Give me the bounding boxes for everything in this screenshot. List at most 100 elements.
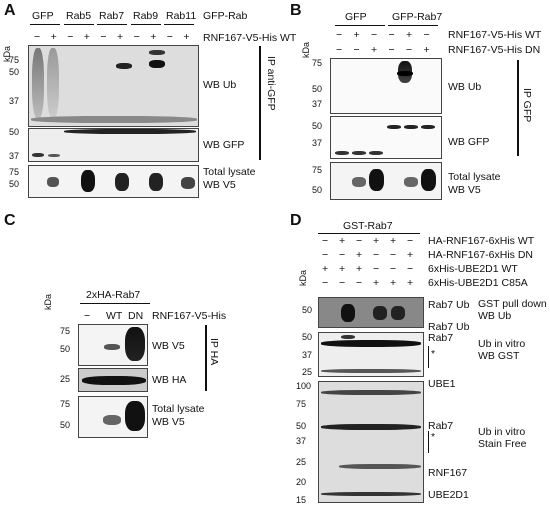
panel-c-total-lysate: Total lysate xyxy=(152,403,205,415)
panel-a-group-rab5: Rab5 xyxy=(66,10,92,22)
panel-b-row0-sign-3: − xyxy=(388,29,395,41)
panel-d-band-label-4: UBE1 xyxy=(428,378,456,390)
panel-a-total-lysate: Total lysate xyxy=(203,166,256,178)
panel-a-sign-7: + xyxy=(150,31,157,43)
panel-d-row1-sign-4: − xyxy=(390,249,397,261)
d-bot-mw-5: 20 xyxy=(296,477,307,487)
panel-d-row1-sign-0: − xyxy=(322,249,329,261)
panel-c-letter: C xyxy=(4,212,16,229)
panel-a-sign-5: + xyxy=(117,31,124,43)
panel-d-blot-gst xyxy=(318,332,424,377)
panel-c-lane-0: − xyxy=(84,310,91,322)
a-v5-3 xyxy=(115,173,129,191)
panel-b-row1-sign-1: − xyxy=(353,44,360,56)
panel-a-group-line-4 xyxy=(164,24,194,25)
panel-d-row0-sign-2: − xyxy=(356,235,363,247)
d-gst-rab7ub xyxy=(341,335,355,339)
panel-b-letter: B xyxy=(290,2,302,19)
b-gfp-2 xyxy=(352,151,366,155)
panel-d-row3-sign-5: + xyxy=(407,277,414,289)
panel-d-blot-stain xyxy=(318,381,424,503)
panel-c-treat-label: RNF167-V5-His xyxy=(152,310,227,322)
d-stain-ube2d1 xyxy=(321,492,421,496)
panel-b-kda: kDa xyxy=(301,41,311,58)
panel-d-row-label-1: HA-RNF167-6xHis DN xyxy=(428,249,534,261)
d-bot-mw-4: 25 xyxy=(296,457,307,467)
panel-a-group-line-3 xyxy=(131,24,161,25)
panel-b-row0-sign-4: + xyxy=(406,29,413,41)
panel-d-band-label-5: Rab7 xyxy=(428,420,454,432)
b-v5-2 xyxy=(369,169,384,191)
panel-d-wb-gst: WB GST xyxy=(478,350,520,362)
b-gfp-5 xyxy=(404,125,418,129)
panel-d-blot-ub xyxy=(318,297,424,328)
panel-d-row3-sign-0: − xyxy=(322,277,329,289)
panel-a-treat-label: RNF167-V5-His WT xyxy=(203,32,297,44)
b-top-mw-1: 50 xyxy=(312,84,323,94)
panel-c-blot-lysate xyxy=(78,396,148,438)
panel-d-row2-sign-4: − xyxy=(390,263,397,275)
panel-b-blot-v5 xyxy=(330,162,442,200)
panel-d-wb-ub: WB Ub xyxy=(478,310,512,322)
panel-d-band-label-3: * xyxy=(431,348,436,360)
b-mid-mw-0: 50 xyxy=(312,121,323,131)
b-gfp-6 xyxy=(421,125,435,129)
d-gst-rab7 xyxy=(321,340,421,347)
panel-d-row0-sign-3: + xyxy=(373,235,380,247)
panel-c-wb-v5: WB V5 xyxy=(152,340,185,352)
a-bot-mw-1: 50 xyxy=(9,179,20,189)
a-ub-smear-2 xyxy=(47,48,59,118)
d-ub-lane4 xyxy=(373,306,387,320)
panel-d-row1-sign-3: − xyxy=(373,249,380,261)
a-mid-mw-1: 37 xyxy=(9,151,20,161)
panel-a-group-rab7: Rab7 xyxy=(99,10,125,22)
panel-d-row0-sign-0: − xyxy=(322,235,329,247)
panel-a-ip-label: IP anti-GFP xyxy=(265,56,277,111)
panel-c-blot-v5 xyxy=(78,324,148,366)
panel-b-row-label-1: RNF167-V5-His DN xyxy=(448,44,541,56)
panel-a-sign-9: + xyxy=(183,31,190,43)
panel-c-ip-bracket xyxy=(205,325,207,391)
c-v5-dn xyxy=(125,327,145,361)
panel-a-wb-ub: WB Ub xyxy=(203,79,237,91)
panel-b-blot-gfp xyxy=(330,116,442,159)
panel-a-sign-4: − xyxy=(100,31,107,43)
panel-d-band-label-1: Rab7 Ub xyxy=(428,321,470,333)
b-ub-rab7-wt2 xyxy=(397,71,413,76)
c-lys-dn xyxy=(125,401,145,431)
c-mid-mw-0: 25 xyxy=(60,374,71,384)
b-gfp-1 xyxy=(335,151,349,155)
panel-d-stain-free: Stain Free xyxy=(478,438,527,450)
panel-d-band-label-7: RNF167 xyxy=(428,467,468,479)
panel-b-row1-sign-0: − xyxy=(336,44,343,56)
a-gfp-rab-bands xyxy=(64,129,196,134)
panel-c-wb-ha: WB HA xyxy=(152,374,187,386)
panel-a-wb-gfp: WB GFP xyxy=(203,139,245,151)
panel-a-blot-v5 xyxy=(28,165,199,198)
panel-d-bracket-1 xyxy=(428,346,429,368)
d-ub-lane2 xyxy=(341,304,355,322)
panel-b-ip-label: IP GFP xyxy=(521,88,533,123)
panel-d-row2-sign-5: − xyxy=(407,263,414,275)
a-gfp-band-1 xyxy=(32,153,44,157)
a-ub-rab7-band xyxy=(116,63,132,69)
panel-c-group: 2xHA-Rab7 xyxy=(86,289,141,301)
panel-c-kda: kDa xyxy=(43,293,53,310)
c-top-mw-0: 75 xyxy=(60,326,71,336)
panel-b-row1-sign-3: − xyxy=(388,44,395,56)
panel-d-letter: D xyxy=(290,212,302,229)
panel-d-row2-sign-0: + xyxy=(322,263,329,275)
panel-b-group-rab7-line xyxy=(388,25,438,26)
panel-d-band-label-2: Rab7 xyxy=(428,332,454,344)
panel-d-group: GST-Rab7 xyxy=(343,220,393,232)
panel-d-row1-sign-5: + xyxy=(407,249,414,261)
d-gst-lower xyxy=(321,369,421,373)
panel-d-row-label-0: HA-RNF167-6xHis WT xyxy=(428,235,535,247)
panel-a-group-gfp: GFP xyxy=(32,10,54,22)
d-stain-rab7 xyxy=(321,424,421,430)
a-top-mw-1: 50 xyxy=(9,67,20,77)
panel-b-group-rab7: GFP-Rab7 xyxy=(392,11,443,23)
panel-b-total-lysate: Total lysate xyxy=(448,171,501,183)
panel-c-group-line xyxy=(80,303,150,304)
panel-b-row0-sign-5: − xyxy=(423,29,430,41)
